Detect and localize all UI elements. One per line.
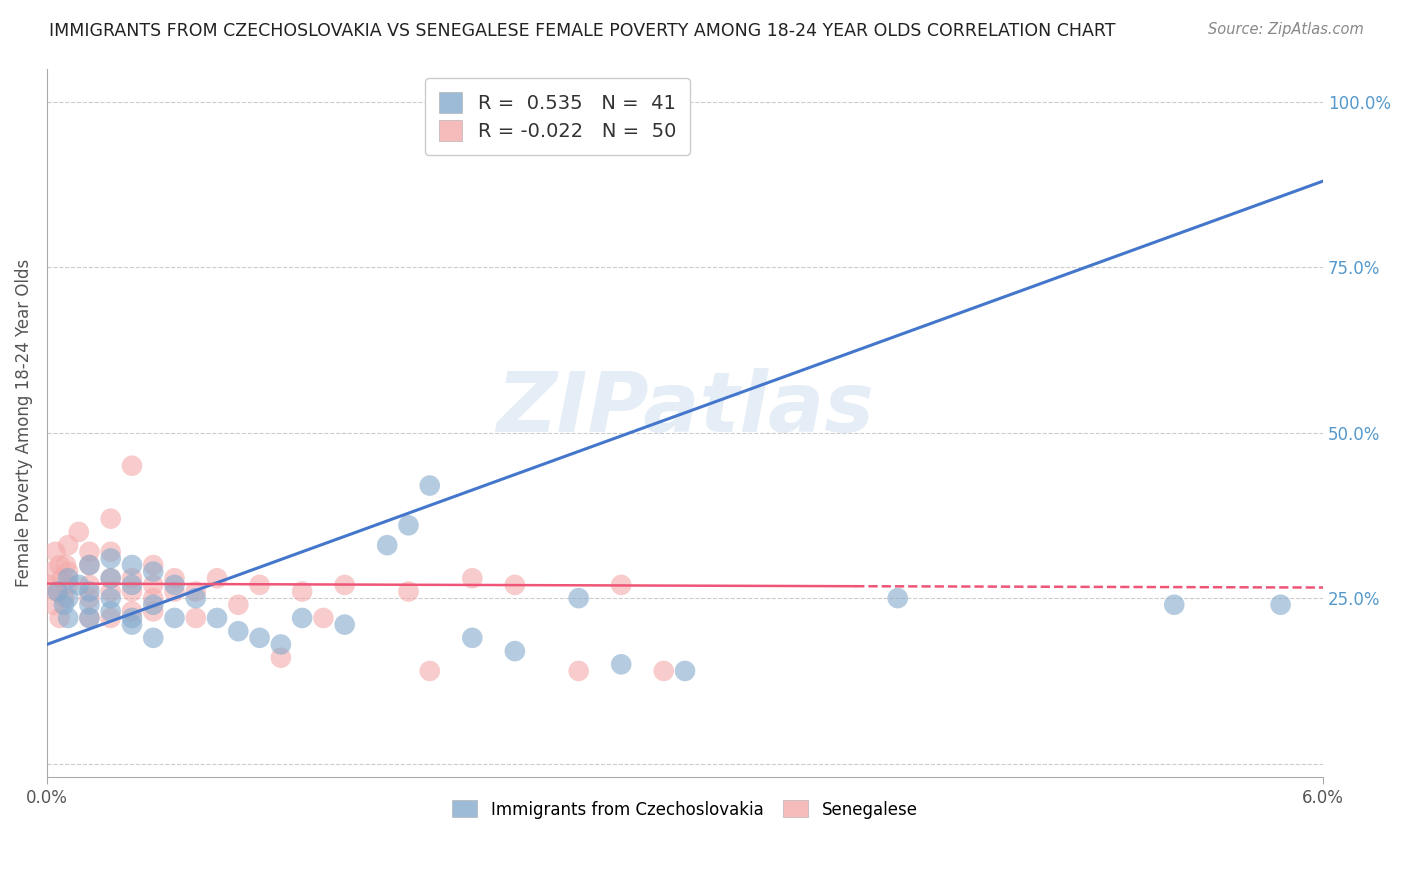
Point: [142, 598, 165, 612]
Point: [461, 631, 484, 645]
Point: [503, 644, 526, 658]
Point: [375, 538, 398, 552]
Point: [142, 565, 165, 579]
Point: [79, 558, 101, 572]
Point: [121, 558, 143, 572]
Point: [568, 664, 591, 678]
Point: [142, 578, 165, 592]
Point: [67, 524, 90, 539]
Text: IMMIGRANTS FROM CZECHOSLOVAKIA VS SENEGALESE FEMALE POVERTY AMONG 18-24 YEAR OLD: IMMIGRANTS FROM CZECHOSLOVAKIA VS SENEGA…: [49, 22, 1116, 40]
Text: ZIPatlas: ZIPatlas: [496, 368, 875, 449]
Point: [503, 578, 526, 592]
Point: [56, 565, 79, 579]
Point: [333, 578, 356, 592]
Point: [52, 591, 75, 606]
Point: [79, 584, 101, 599]
Point: [1163, 598, 1185, 612]
Point: [184, 584, 207, 599]
Point: [142, 558, 165, 572]
Point: [270, 650, 292, 665]
Point: [121, 611, 143, 625]
Point: [100, 604, 122, 618]
Point: [52, 598, 75, 612]
Point: [673, 664, 696, 678]
Point: [67, 578, 90, 592]
Point: [44, 545, 66, 559]
Point: [51, 571, 73, 585]
Point: [1270, 598, 1292, 612]
Point: [79, 611, 101, 625]
Point: [56, 538, 79, 552]
Legend: Immigrants from Czechoslovakia, Senegalese: Immigrants from Czechoslovakia, Senegale…: [446, 794, 924, 825]
Point: [100, 571, 122, 585]
Point: [55, 558, 77, 572]
Point: [38, 578, 60, 592]
Point: [100, 511, 122, 525]
Point: [568, 591, 591, 606]
Point: [100, 591, 122, 606]
Point: [419, 478, 441, 492]
Point: [398, 518, 420, 533]
Point: [333, 617, 356, 632]
Point: [39, 565, 62, 579]
Point: [205, 611, 228, 625]
Text: Source: ZipAtlas.com: Source: ZipAtlas.com: [1208, 22, 1364, 37]
Point: [398, 584, 420, 599]
Point: [100, 571, 122, 585]
Point: [886, 591, 908, 606]
Point: [56, 571, 79, 585]
Point: [121, 458, 143, 473]
Point: [121, 571, 143, 585]
Point: [205, 571, 228, 585]
Point: [163, 571, 186, 585]
Point: [42, 598, 65, 612]
Point: [228, 624, 250, 639]
Point: [249, 631, 271, 645]
Point: [56, 591, 79, 606]
Point: [312, 611, 335, 625]
Point: [79, 598, 101, 612]
Point: [163, 578, 186, 592]
Point: [48, 558, 70, 572]
Point: [291, 584, 314, 599]
Point: [48, 611, 70, 625]
Point: [56, 578, 79, 592]
Point: [121, 604, 143, 618]
Point: [142, 631, 165, 645]
Point: [610, 657, 633, 672]
Point: [184, 611, 207, 625]
Point: [56, 611, 79, 625]
Point: [121, 578, 143, 592]
Point: [610, 578, 633, 592]
Point: [652, 664, 675, 678]
Point: [461, 571, 484, 585]
Point: [228, 598, 250, 612]
Point: [142, 591, 165, 606]
Point: [100, 551, 122, 566]
Point: [121, 584, 143, 599]
Y-axis label: Female Poverty Among 18-24 Year Olds: Female Poverty Among 18-24 Year Olds: [15, 259, 32, 587]
Point: [100, 584, 122, 599]
Point: [142, 604, 165, 618]
Point: [46, 584, 69, 599]
Point: [79, 591, 101, 606]
Point: [163, 611, 186, 625]
Point: [184, 591, 207, 606]
Point: [249, 578, 271, 592]
Point: [100, 611, 122, 625]
Point: [79, 558, 101, 572]
Point: [419, 664, 441, 678]
Point: [79, 545, 101, 559]
Point: [121, 617, 143, 632]
Point: [46, 584, 69, 599]
Point: [79, 611, 101, 625]
Point: [100, 545, 122, 559]
Point: [291, 611, 314, 625]
Point: [79, 578, 101, 592]
Point: [270, 637, 292, 651]
Point: [163, 584, 186, 599]
